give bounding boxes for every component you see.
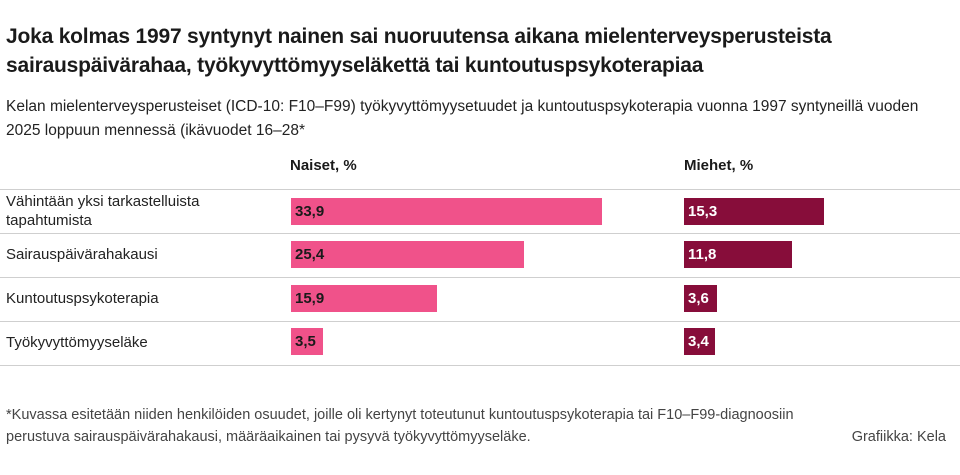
- graphics-credit: Grafiikka: Kela: [851, 429, 946, 445]
- bar-naiset: [291, 328, 323, 355]
- bar-miehet: [684, 241, 792, 268]
- chart-subtitle: Kelan mielenterveysperusteiset (ICD-10: …: [6, 98, 919, 139]
- footnote: *Kuvassa esitetään niiden henkilöiden os…: [6, 407, 794, 445]
- chart-title: Joka kolmas 1997 syntynyt nainen sai nuo…: [6, 25, 832, 77]
- bar-value-label: 15,9: [295, 290, 325, 307]
- category-label: Kuntoutuspsykoterapia: [6, 290, 159, 307]
- row-divider: [0, 365, 960, 366]
- bar-value-label: 25,4: [295, 246, 325, 263]
- series-header-miehet: Miehet, %: [684, 157, 754, 174]
- bar-value-label: 3,4: [688, 333, 709, 350]
- bar-naiset: [291, 198, 602, 225]
- bar-miehet: [684, 285, 717, 312]
- bar-value-label: 3,5: [295, 333, 316, 350]
- bar-value-label: 11,8: [688, 246, 717, 263]
- row-divider: [0, 189, 960, 190]
- row-divider: [0, 321, 960, 322]
- bar-naiset: [291, 241, 524, 268]
- bar-naiset: [291, 285, 437, 312]
- bar-value-label: 15,3: [688, 203, 718, 220]
- category-label: Vähintään yksi tarkastelluista tapahtumi…: [6, 193, 200, 229]
- bar-value-label: 33,9: [295, 203, 325, 220]
- row-divider: [0, 233, 960, 234]
- category-label: Työkyvyttömyyseläke: [6, 334, 148, 351]
- row-divider: [0, 277, 960, 278]
- bar-miehet: [684, 198, 824, 225]
- category-label: Sairauspäivärahakausi: [6, 246, 158, 263]
- series-header-naiset: Naiset, %: [290, 157, 357, 174]
- bar-value-label: 3,6: [688, 290, 709, 307]
- bar-miehet: [684, 328, 715, 355]
